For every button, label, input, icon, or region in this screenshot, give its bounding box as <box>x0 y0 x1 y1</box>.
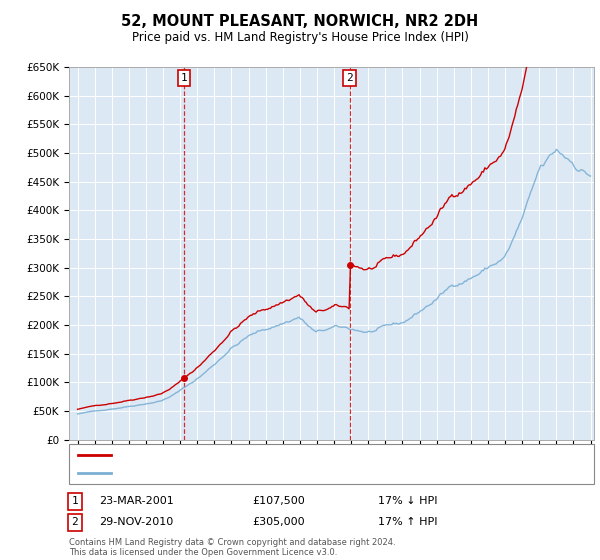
Text: Contains HM Land Registry data © Crown copyright and database right 2024.
This d: Contains HM Land Registry data © Crown c… <box>69 538 395 557</box>
Text: 17% ↓ HPI: 17% ↓ HPI <box>378 496 437 506</box>
Text: Price paid vs. HM Land Registry's House Price Index (HPI): Price paid vs. HM Land Registry's House … <box>131 31 469 44</box>
Text: HPI: Average price, detached house, Norwich: HPI: Average price, detached house, Norw… <box>117 468 352 478</box>
Text: 17% ↑ HPI: 17% ↑ HPI <box>378 517 437 528</box>
Text: £107,500: £107,500 <box>252 496 305 506</box>
Text: 1: 1 <box>71 496 79 506</box>
Text: 2: 2 <box>346 73 353 83</box>
Text: 2: 2 <box>71 517 79 528</box>
Text: £305,000: £305,000 <box>252 517 305 528</box>
Text: 52, MOUNT PLEASANT, NORWICH, NR2 2DH: 52, MOUNT PLEASANT, NORWICH, NR2 2DH <box>121 14 479 29</box>
Text: 1: 1 <box>181 73 187 83</box>
Text: 29-NOV-2010: 29-NOV-2010 <box>99 517 173 528</box>
Text: 23-MAR-2001: 23-MAR-2001 <box>99 496 174 506</box>
Text: 52, MOUNT PLEASANT, NORWICH, NR2 2DH (detached house): 52, MOUNT PLEASANT, NORWICH, NR2 2DH (de… <box>117 450 439 460</box>
